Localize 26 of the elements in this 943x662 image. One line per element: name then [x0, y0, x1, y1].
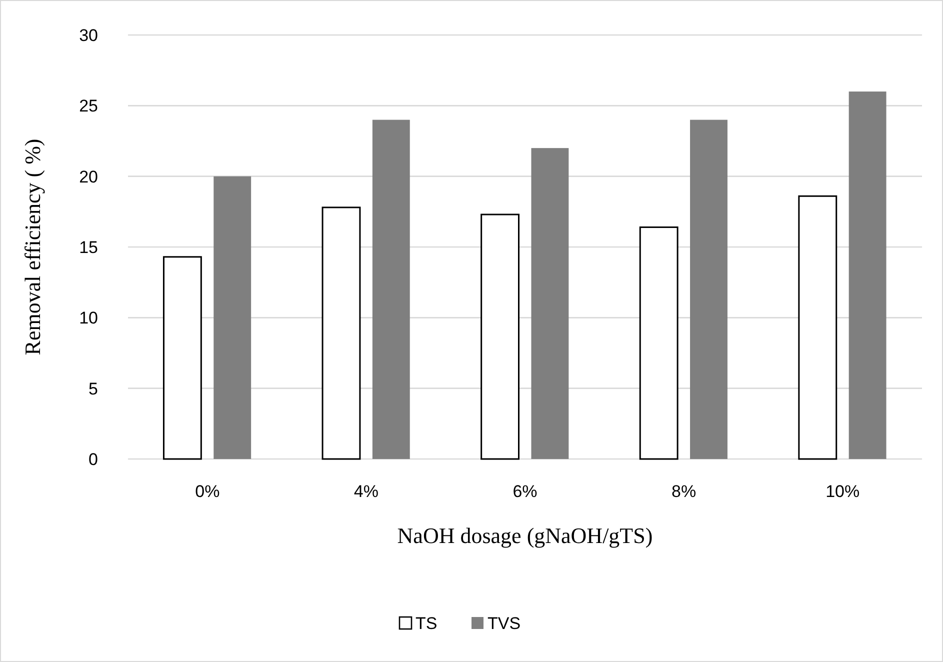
bar [214, 176, 252, 459]
bar [162, 256, 202, 460]
bar [639, 226, 678, 460]
legend-label: TS [416, 614, 438, 633]
bar [372, 120, 410, 459]
y-tick-label: 0 [88, 450, 98, 469]
bar [690, 120, 728, 459]
x-axis-title: NaOH dosage (gNaOH/gTS) [397, 523, 653, 548]
x-tick-label: 0% [195, 482, 220, 501]
y-tick-label: 15 [79, 238, 98, 257]
bar [531, 148, 569, 459]
bar [322, 206, 361, 460]
x-tick-label: 4% [354, 482, 378, 501]
bar [798, 195, 838, 460]
y-tick-label: 20 [79, 167, 98, 186]
x-tick-label: 8% [672, 482, 696, 501]
y-axis-title: Removal efficiency ( %) [20, 138, 45, 356]
x-tick-label: 10% [826, 482, 860, 501]
y-tick-label: 5 [88, 379, 98, 398]
bar [848, 92, 886, 459]
y-tick-label: 10 [79, 308, 98, 328]
y-tick-label: 25 [79, 96, 98, 116]
x-tick-label: 6% [512, 482, 538, 501]
bar [480, 214, 520, 460]
y-tick-label: 30 [79, 26, 98, 45]
legend-label: TVS [488, 614, 521, 633]
